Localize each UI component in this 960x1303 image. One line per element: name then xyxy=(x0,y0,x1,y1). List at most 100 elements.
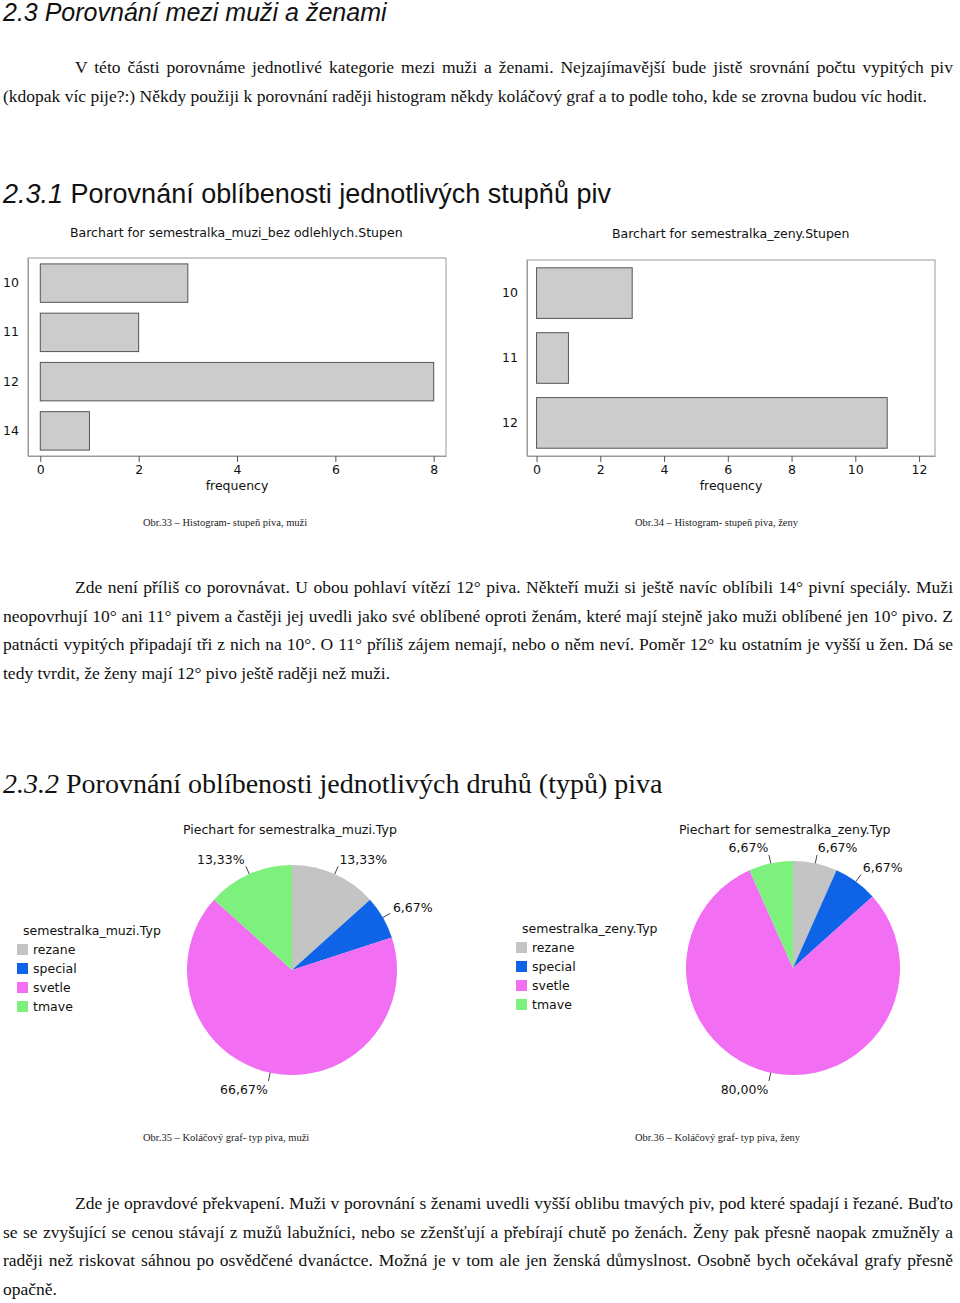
value-tick: 10 xyxy=(848,456,864,477)
tick-label: 0 xyxy=(37,462,45,477)
slices xyxy=(187,865,397,1075)
legend-title: semestralka_zeny.Typ xyxy=(522,921,658,936)
data-label: 13,33% xyxy=(197,852,245,867)
data-label: 6,67% xyxy=(818,840,858,855)
category-label: 12 xyxy=(502,415,518,430)
category-tick: 10 xyxy=(3,275,28,290)
value-tick: 6 xyxy=(724,456,732,477)
legend-swatch xyxy=(17,982,28,993)
chart-title: Piechart for semestralka_zeny.Typ xyxy=(679,822,891,837)
category-tick: 12 xyxy=(502,415,527,430)
pie-chart: Piechart for semestralka_zeny.Typ 6,67% 6,… xyxy=(516,822,903,1097)
legend-entry: rezane xyxy=(33,942,76,957)
bar xyxy=(537,398,888,449)
value-tick: 4 xyxy=(234,456,242,477)
bar xyxy=(40,362,433,400)
axis-title: frequency xyxy=(700,478,763,493)
pie-slice xyxy=(187,900,397,1075)
category-axis-line xyxy=(527,261,528,457)
plot-frame xyxy=(28,258,446,456)
leader-line xyxy=(856,875,861,882)
tick-label: 2 xyxy=(135,462,143,477)
bar-chart: Barchart for semestralka_muzi_bez odlehl… xyxy=(3,225,446,493)
subsection-title: Porovnání oblíbenosti jednotlivých stupň… xyxy=(71,179,611,209)
value-tick: 8 xyxy=(788,456,796,477)
value-tick: 2 xyxy=(135,456,143,477)
category-axis: 10 11 12 xyxy=(502,261,527,457)
legend-entry: special xyxy=(33,961,77,976)
subsection-heading: 2.3.1 Porovnání oblíbenosti jednotlivých… xyxy=(3,179,611,210)
data-label: 6,67% xyxy=(729,840,769,855)
bar xyxy=(40,313,138,351)
legend-swatch xyxy=(17,1001,28,1012)
value-axis-line xyxy=(528,456,936,457)
leader-line xyxy=(815,855,817,863)
legend-swatch xyxy=(516,961,527,972)
leader-line xyxy=(246,866,249,874)
bar-chart: Barchart for semestralka_zeny.Stupen0246… xyxy=(502,226,935,493)
figure-caption: Obr.35 – Koláčový graf- typ piva, muži xyxy=(143,1132,309,1143)
legend-entry: rezane xyxy=(532,940,575,955)
subsection-title: Porovnání oblíbenosti jednotlivých druhů… xyxy=(66,768,662,799)
paragraph: Zde není příliš co porovnávat. U obou po… xyxy=(3,573,953,687)
paragraph: Zde je opravdové překvapení. Muži v poro… xyxy=(3,1189,953,1303)
legend-entry: svetle xyxy=(33,980,71,995)
data-label: 6,67% xyxy=(393,900,433,915)
axis-title: frequency xyxy=(206,478,269,493)
subsection-heading: 2.3.2 Porovnání oblíbenosti jednotlivých… xyxy=(3,768,662,800)
tick-label: 2 xyxy=(597,462,605,477)
category-tick: 12 xyxy=(3,374,28,389)
bar xyxy=(537,268,633,319)
legend-entry: tmave xyxy=(532,997,572,1012)
tick-label: 8 xyxy=(788,462,796,477)
value-tick: 0 xyxy=(37,456,45,477)
pie-chart: Piechart for semestralka_muzi.Typ13,33%6… xyxy=(17,822,433,1097)
legend: semestralka_muzi.Typrezanespecialsvetlet… xyxy=(17,923,161,1014)
category-axis: 10111214 xyxy=(3,259,28,457)
legend-title: semestralka_muzi.Typ xyxy=(23,923,161,938)
figure-caption: Obr.33 – Histogram- stupeň piva, muži xyxy=(143,517,307,528)
pie-slice xyxy=(214,865,292,970)
category-label: 10 xyxy=(3,275,19,290)
leader-line xyxy=(769,1073,771,1081)
legend-swatch xyxy=(516,999,527,1010)
bar xyxy=(40,264,188,302)
subsection-number: 2.3.1 xyxy=(3,179,63,209)
subsection-number: 2.3.2 xyxy=(3,768,59,799)
category-tick: 10 xyxy=(502,285,527,300)
value-tick: 2 xyxy=(597,456,605,477)
bar xyxy=(40,412,89,450)
category-tick: 11 xyxy=(502,350,527,365)
legend-swatch xyxy=(516,942,527,953)
value-tick: 4 xyxy=(661,456,669,477)
tick-label: 4 xyxy=(234,462,242,477)
data-labels: 13,33%6,67%66,67%13,33% xyxy=(197,852,433,1097)
value-tick: 6 xyxy=(332,456,340,477)
legend: semestralka_zeny.Typrezanespecialsvetlet… xyxy=(516,921,658,1012)
value-axis: 024681012 xyxy=(528,456,936,477)
plot-frame xyxy=(527,260,935,456)
figure-caption: Obr.36 – Koláčový graf- typ piva, ženy xyxy=(635,1132,800,1143)
category-label: 10 xyxy=(502,285,518,300)
tick-label: 12 xyxy=(912,462,928,477)
chart-title: Barchart for semestralka_zeny.Stupen xyxy=(612,226,849,241)
value-axis: 0 2 4 6 8 xyxy=(29,456,447,477)
tick-label: 10 xyxy=(848,462,864,477)
bars xyxy=(40,264,433,450)
tick-label: 4 xyxy=(661,462,669,477)
data-label: 66,67% xyxy=(220,1082,268,1097)
tick-label: 8 xyxy=(430,462,438,477)
slices xyxy=(686,861,900,1075)
category-label: 12 xyxy=(3,374,19,389)
category-tick: 11 xyxy=(3,324,28,339)
leader-line xyxy=(335,866,338,874)
bar xyxy=(537,333,569,384)
category-label: 11 xyxy=(502,350,518,365)
data-label: 80,00% xyxy=(721,1082,769,1097)
bars xyxy=(537,268,888,448)
pie-slice xyxy=(749,861,793,968)
figure-layer: Barchart for semestralka_muzi_bez odlehl… xyxy=(0,0,960,1303)
data-labels: 6,67%6,67%80,00%6,67% xyxy=(721,840,903,1097)
legend-entry: special xyxy=(532,959,576,974)
value-tick: 12 xyxy=(912,456,928,477)
